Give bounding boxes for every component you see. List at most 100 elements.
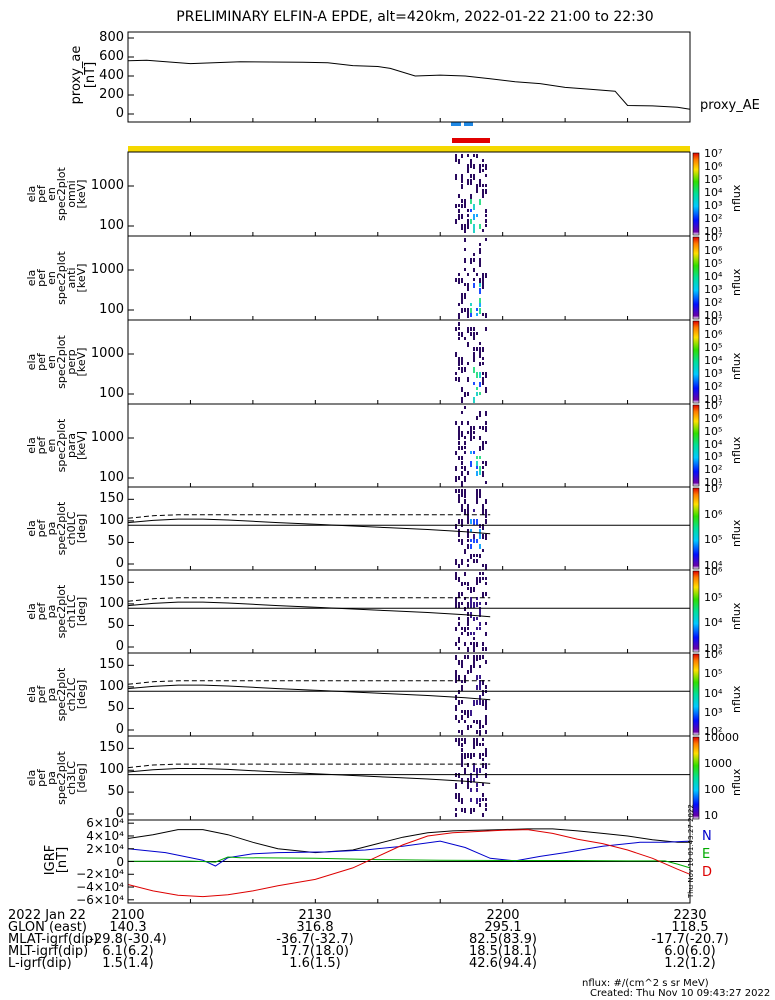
spectrogram-pixel <box>482 592 484 598</box>
spectrogram-pixel <box>467 219 469 224</box>
spectrogram-pixel <box>461 494 463 497</box>
spectrogram-pixel <box>470 426 472 431</box>
spectrogram-pixel <box>470 587 472 593</box>
spectrogram-pixel <box>482 680 484 685</box>
colorbar-tick-label: 10² <box>704 296 723 309</box>
spectrogram-pixel <box>482 524 484 530</box>
spectrogram-pixel <box>479 411 481 417</box>
spectrogram-pixel <box>473 665 475 668</box>
colorbar-tick-label: 10⁷ <box>704 482 723 495</box>
spectrogram-pixel <box>467 783 469 789</box>
spectrogram-pixel <box>476 416 478 420</box>
spectrogram-pixel <box>461 685 463 691</box>
spectrogram-pixel <box>467 519 469 524</box>
spectrogram-pixel <box>479 607 481 613</box>
panel-tick-label: 100 <box>99 386 124 401</box>
igrf-tick-label: −4×10⁴ <box>76 880 124 895</box>
ae-line <box>127 59 691 110</box>
spectrogram-pixel <box>461 387 463 392</box>
spectrogram-pixel <box>470 313 472 317</box>
spectrogram-pixel <box>455 675 457 680</box>
spectrogram-pixel <box>476 617 478 620</box>
spectrogram-pixel <box>482 278 484 284</box>
table-cell: 1.5(1.4) <box>102 956 154 971</box>
spectrogram-pixel <box>476 214 478 217</box>
spectrogram-pixel <box>464 768 466 774</box>
spectrogram-pixel <box>476 602 478 607</box>
table-cell: 295.1 <box>484 920 522 935</box>
colorbar-label: nflux <box>730 519 743 547</box>
spectrogram-pixel <box>485 509 487 514</box>
spectrogram-pixel <box>470 436 472 441</box>
spectrogram-pixel <box>470 539 472 542</box>
colorbar-tick-label: 10³ <box>704 367 723 380</box>
spectrogram-pixel <box>464 655 466 659</box>
spectrogram-pixel <box>476 783 478 787</box>
spectrogram-pixel <box>467 377 469 382</box>
spectrogram-pixel <box>464 441 466 445</box>
spectrogram-pixel <box>461 466 463 469</box>
spectrogram-pixel <box>467 214 469 217</box>
table-cell: 1.2(1.2) <box>664 956 716 971</box>
spectrogram-pixel <box>473 519 475 525</box>
spectrogram-pixel <box>482 753 484 756</box>
spectrogram-pixel <box>467 164 469 169</box>
spectrogram-pixel <box>485 632 487 636</box>
spectrogram-pixel <box>464 406 466 409</box>
spectrogram-pixel <box>476 519 478 525</box>
spectrogram-pixel <box>455 572 457 578</box>
panel-ylabel-line: [deg] <box>75 763 88 793</box>
spectrogram-pixel <box>482 763 484 768</box>
spectrogram-pixel <box>467 778 469 783</box>
igrf-legend-d: D <box>702 865 713 880</box>
spectrogram-pixel <box>482 189 484 194</box>
spectrogram-pixel <box>458 214 460 220</box>
spectrogram-pixel <box>476 466 478 469</box>
spectrogram-pixel <box>467 587 469 590</box>
spectrogram-pixel <box>461 592 463 596</box>
spectrogram-pixel <box>458 534 460 537</box>
colorbar-tick-label: 10⁵ <box>704 257 723 270</box>
spectrogram-pixel <box>470 798 472 802</box>
spectrogram-pixel <box>479 529 481 534</box>
panel-tick-label: 0 <box>115 806 124 821</box>
spectrogram-pixel <box>482 164 484 167</box>
spectrogram-pixel <box>479 392 481 395</box>
spectrogram-pixel <box>458 675 460 681</box>
spectrogram-pixel <box>470 519 472 524</box>
spectrogram-pixel <box>479 199 481 205</box>
spectrogram-pixel <box>479 753 481 759</box>
spectrogram-pixel <box>482 564 484 567</box>
spectrogram-pixel <box>482 743 484 746</box>
spectrogram-pixel <box>485 421 487 425</box>
spectrogram-pixel <box>482 194 484 198</box>
spectrogram-pixel <box>482 372 484 375</box>
footer-units: nflux: #/(cm^2 s sr MeV) <box>582 978 709 989</box>
spectrogram-pixel <box>458 690 460 694</box>
spectrogram-pixel <box>464 466 466 471</box>
ae-tick-label: 600 <box>99 49 124 64</box>
panel-tick-label: 0 <box>115 639 124 654</box>
colorbar-tick-label: 1000 <box>704 757 732 770</box>
spectrogram-pixel <box>479 278 481 284</box>
spectrogram-pixel <box>482 738 484 741</box>
spectrogram-pixel <box>485 715 487 720</box>
spectrogram-pixel <box>473 352 475 358</box>
spectrogram-pixel <box>482 229 484 232</box>
spectrogram-pixel <box>458 273 460 276</box>
spectrogram-pixel <box>464 446 466 449</box>
spectrogram-pixel <box>467 421 469 425</box>
panel-tick-label: 1000 <box>90 262 124 277</box>
spectrogram-pixel <box>473 253 475 256</box>
colorbar-tick-label: 10¹ <box>704 309 723 322</box>
panel-tick-label: 50 <box>107 617 124 633</box>
spectrogram-pixel <box>455 377 457 381</box>
spectrogram-pixel <box>458 798 460 802</box>
spectrogram-pixel <box>476 332 478 335</box>
spectrogram-pixel <box>458 431 460 436</box>
spectrogram-pixel <box>473 164 475 169</box>
spectrogram-pixel <box>455 174 457 180</box>
spectrogram-pixel <box>461 710 463 713</box>
plot-title: PRELIMINARY ELFIN-A EPDE, alt=420km, 202… <box>176 9 654 25</box>
loss-cone-line <box>127 518 491 535</box>
